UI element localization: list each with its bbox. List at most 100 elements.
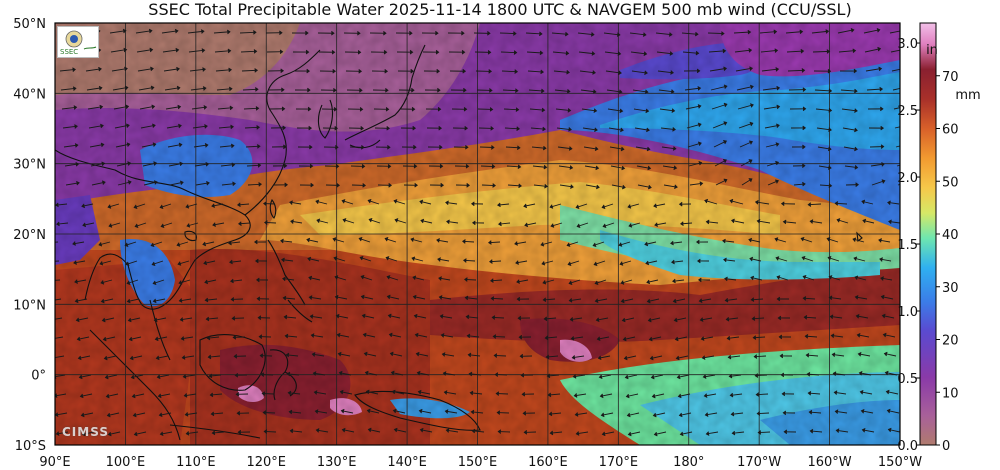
wind-arrowhead bbox=[573, 393, 578, 398]
wind-arrowhead bbox=[834, 409, 839, 414]
seal-icon bbox=[65, 30, 97, 50]
wind-arrowhead bbox=[828, 275, 833, 280]
wind-arrowhead bbox=[756, 219, 761, 224]
wind-vector bbox=[55, 355, 65, 358]
wind-vector bbox=[894, 126, 900, 129]
wind-vector bbox=[711, 103, 728, 110]
wind-arrowhead bbox=[178, 298, 183, 303]
wind-arrowhead bbox=[465, 144, 469, 150]
wind-arrowhead bbox=[435, 30, 439, 36]
wind-arrowhead bbox=[392, 408, 397, 414]
wind-arrowhead bbox=[726, 335, 731, 341]
wind-arrowhead bbox=[387, 164, 392, 169]
wind-arrowhead bbox=[100, 280, 105, 285]
wind-arrowhead bbox=[49, 299, 52, 303]
wind-arrowhead bbox=[883, 351, 888, 357]
wind-arrowhead bbox=[542, 126, 546, 132]
wind-arrowhead bbox=[463, 87, 467, 93]
wind-arrowhead bbox=[151, 104, 156, 110]
wind-arrowhead bbox=[258, 334, 263, 339]
wind-arrowhead bbox=[133, 204, 138, 210]
wind-arrowhead bbox=[183, 393, 188, 398]
wind-arrowhead bbox=[340, 408, 345, 414]
wind-arrowhead bbox=[308, 125, 313, 131]
wind-arrowhead bbox=[783, 429, 788, 435]
wind-arrowhead bbox=[618, 242, 623, 247]
wind-vector bbox=[525, 32, 542, 35]
wind-arrowhead bbox=[881, 313, 886, 319]
wind-arrowhead bbox=[72, 86, 77, 91]
wind-arrowhead bbox=[749, 140, 753, 145]
wind-arrowhead bbox=[237, 429, 242, 435]
wind-arrowhead bbox=[384, 237, 389, 242]
wind-arrowhead bbox=[238, 221, 242, 226]
wind-arrowhead bbox=[618, 70, 622, 75]
wind-arrowhead bbox=[879, 86, 884, 92]
wind-arrowhead bbox=[594, 298, 599, 304]
wind-arrowhead bbox=[394, 218, 399, 223]
wind-arrowhead bbox=[160, 223, 165, 228]
wind-arrowhead bbox=[256, 277, 260, 283]
wind-arrowhead bbox=[126, 298, 131, 304]
wind-arrowhead bbox=[413, 144, 417, 150]
wind-vector bbox=[785, 31, 803, 34]
wind-arrowhead bbox=[444, 409, 449, 414]
wind-arrowhead bbox=[465, 314, 470, 320]
wind-arrowhead bbox=[409, 49, 414, 55]
wind-arrowhead bbox=[437, 257, 441, 262]
wind-arrowhead bbox=[128, 336, 133, 342]
wind-arrowhead bbox=[123, 47, 128, 53]
wind-arrowhead bbox=[368, 217, 373, 223]
wind-arrowhead bbox=[880, 125, 885, 131]
wind-arrowhead bbox=[516, 145, 521, 150]
wind-arrowhead bbox=[435, 49, 440, 55]
lon-tick-label: 160°W bbox=[807, 455, 851, 470]
wind-vector bbox=[55, 317, 63, 320]
wind-arrowhead bbox=[466, 333, 471, 339]
wind-vector bbox=[889, 30, 900, 34]
wind-arrowhead bbox=[491, 315, 496, 320]
wind-vector bbox=[787, 69, 805, 72]
wind-arrowhead bbox=[567, 261, 572, 266]
wind-arrowhead bbox=[466, 183, 470, 188]
wind-arrowhead bbox=[782, 410, 787, 416]
wind-arrowhead bbox=[747, 29, 752, 35]
wind-arrowhead bbox=[672, 146, 677, 151]
lon-tick-label: 150°E bbox=[458, 455, 498, 470]
wind-arrowhead bbox=[257, 163, 262, 168]
wind-arrowhead bbox=[524, 222, 529, 228]
wind-arrowhead bbox=[827, 256, 832, 261]
wind-arrowhead bbox=[829, 314, 834, 320]
lon-tick-label: 170°W bbox=[737, 455, 781, 470]
wind-arrowhead bbox=[568, 280, 573, 285]
wind-arrowhead bbox=[281, 257, 285, 263]
wind-arrowhead bbox=[566, 69, 570, 75]
wind-arrowhead bbox=[881, 162, 885, 167]
wind-arrowhead bbox=[828, 88, 833, 94]
wind-arrowhead bbox=[310, 182, 314, 188]
wind-arrowhead bbox=[81, 431, 86, 437]
wind-arrowhead bbox=[438, 295, 443, 300]
wind-arrowhead bbox=[391, 389, 396, 395]
latitude-labels: 50°N 40°N 30°N 20°N 10°N 0° 10°S bbox=[13, 17, 46, 454]
wind-arrowhead bbox=[232, 181, 236, 187]
wind-arrowhead bbox=[335, 145, 339, 150]
wind-vector bbox=[682, 51, 699, 54]
wind-arrowhead bbox=[695, 50, 700, 56]
wind-arrowhead bbox=[440, 333, 445, 338]
wind-arrowhead bbox=[305, 49, 310, 55]
wind-arrowhead bbox=[568, 127, 572, 132]
lon-tick-label: 140°E bbox=[387, 455, 427, 470]
wind-arrowhead bbox=[619, 108, 624, 114]
wind-arrowhead bbox=[672, 278, 676, 284]
wind-arrowhead bbox=[593, 261, 598, 267]
wind-arrowhead bbox=[731, 430, 736, 436]
wind-arrowhead bbox=[286, 371, 291, 377]
wind-arrowhead bbox=[776, 104, 781, 110]
wind-arrowhead bbox=[596, 336, 601, 342]
wind-arrowhead bbox=[517, 315, 522, 321]
wind-arrowhead bbox=[645, 108, 650, 114]
wind-arrowhead bbox=[854, 88, 858, 94]
wind-arrowhead bbox=[360, 294, 365, 300]
